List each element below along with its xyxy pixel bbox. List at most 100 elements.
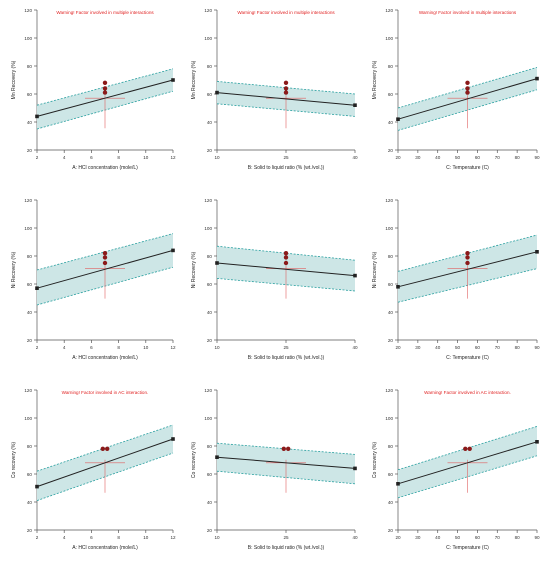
x-tick-label: 12	[170, 535, 176, 540]
y-tick-label: 20	[388, 528, 394, 533]
line-endpoint-marker	[535, 440, 539, 444]
x-tick-label: 50	[455, 155, 461, 160]
x-tick-label: 70	[495, 345, 501, 350]
line-endpoint-marker	[171, 78, 175, 82]
y-tick-label: 60	[388, 92, 394, 97]
design-point	[286, 446, 291, 451]
x-axis-label: C: Temperature (C)	[446, 165, 489, 171]
y-axis-label: Ni Recovery (%)	[372, 251, 378, 288]
design-point	[102, 255, 108, 260]
design-point	[283, 86, 289, 91]
y-tick-label: 80	[388, 64, 394, 69]
y-tick-label: 20	[27, 528, 33, 533]
warning-title: Warning! Factor involved in AC interacti…	[424, 390, 511, 395]
x-tick-label: 40	[352, 345, 358, 350]
warning-title: Warning! Factor involved in multiple int…	[419, 10, 517, 15]
x-tick-label: 10	[143, 535, 149, 540]
y-tick-label: 100	[385, 36, 393, 41]
y-tick-label: 60	[207, 92, 213, 97]
design-point	[465, 260, 470, 266]
band-upper-edge	[36, 424, 174, 472]
y-tick-label: 80	[27, 444, 33, 449]
design-point	[281, 446, 286, 451]
chart-panel-5: 20 40 60 80 100 120 10 25 40 B: Solid to liquid r…	[191, 198, 358, 361]
x-tick-label: 30	[415, 535, 421, 540]
y-axis-label: Ni Recovery (%)	[191, 251, 197, 288]
y-tick-label: 100	[24, 36, 32, 41]
y-tick-label: 120	[204, 388, 212, 393]
y-axis-label: Mn Recovery (%)	[11, 60, 17, 99]
y-tick-label: 100	[24, 226, 32, 231]
design-point	[465, 80, 470, 86]
x-axis-label: B: Solid to liquid ratio (% (wt./vol.))	[248, 355, 325, 361]
line-endpoint-marker	[396, 285, 400, 289]
y-tick-label: 60	[27, 282, 33, 287]
warning-title: Warning! Factor involved in AC interacti…	[62, 390, 149, 395]
fitted-line	[216, 456, 356, 469]
design-point	[102, 90, 108, 95]
y-tick-label: 80	[207, 64, 213, 69]
x-tick-label: 2	[36, 345, 39, 350]
x-tick-label: 20	[395, 535, 401, 540]
y-tick-label: 20	[207, 338, 213, 343]
x-tick-label: 12	[170, 345, 176, 350]
line-endpoint-marker	[35, 286, 39, 290]
y-tick-label: 60	[207, 472, 213, 477]
x-axis-label: A: HCl concentration (mole/L)	[72, 165, 138, 171]
line-endpoint-marker	[215, 455, 219, 459]
x-tick-label: 80	[515, 155, 521, 160]
x-tick-label: 40	[352, 535, 358, 540]
y-tick-label: 60	[388, 282, 394, 287]
fitted-line	[36, 249, 174, 289]
design-point	[105, 446, 110, 451]
y-tick-label: 20	[27, 338, 33, 343]
line-endpoint-marker	[215, 90, 219, 95]
x-tick-label: 10	[214, 345, 220, 350]
y-tick-label: 20	[27, 148, 33, 153]
y-axis-label: Mn Recovery (%)	[191, 60, 197, 99]
x-tick-label: 40	[435, 345, 441, 350]
y-tick-label: 80	[388, 444, 394, 449]
design-point	[463, 446, 468, 451]
line-endpoint-marker	[353, 103, 357, 107]
y-tick-label: 20	[388, 148, 394, 153]
line-endpoint-marker	[35, 114, 39, 119]
y-tick-label: 40	[27, 310, 33, 315]
x-tick-label: 8	[117, 345, 120, 350]
fitted-line	[36, 79, 174, 117]
x-tick-label: 70	[495, 535, 501, 540]
y-axis-label: Co recovery (%)	[372, 442, 378, 478]
y-tick-label: 40	[388, 310, 394, 315]
x-tick-label: 60	[475, 155, 481, 160]
band-upper-edge	[216, 245, 356, 261]
x-tick-label: 30	[415, 155, 421, 160]
y-tick-label: 40	[207, 310, 213, 315]
y-tick-label: 100	[385, 226, 393, 231]
line-endpoint-marker	[396, 117, 400, 121]
x-tick-label: 4	[63, 155, 66, 160]
x-tick-label: 90	[534, 345, 540, 350]
design-point	[465, 251, 470, 256]
design-point	[100, 446, 106, 451]
x-tick-label: 80	[515, 345, 521, 350]
fitted-line	[397, 78, 538, 120]
y-tick-label: 60	[27, 92, 33, 97]
design-point	[283, 90, 289, 95]
y-tick-label: 40	[388, 120, 394, 125]
x-tick-label: 8	[117, 535, 120, 540]
y-tick-label: 120	[24, 8, 32, 13]
x-tick-label: 40	[435, 155, 441, 160]
fitted-line	[397, 251, 538, 288]
x-tick-label: 4	[63, 345, 66, 350]
y-tick-label: 120	[385, 8, 393, 13]
design-point	[465, 86, 470, 91]
x-tick-label: 6	[90, 155, 93, 160]
design-point	[102, 260, 108, 266]
x-tick-label: 60	[475, 345, 481, 350]
x-tick-label: 6	[90, 535, 93, 540]
chart-panel-3: 20 40 60 80 100 120 20 30 40 50 60 70 80 90 Warning! F…	[372, 8, 540, 171]
design-point	[102, 80, 108, 86]
x-axis-label: B: Solid to liquid ratio (% (wt./vol.))	[248, 545, 325, 551]
y-tick-label: 80	[207, 254, 213, 259]
